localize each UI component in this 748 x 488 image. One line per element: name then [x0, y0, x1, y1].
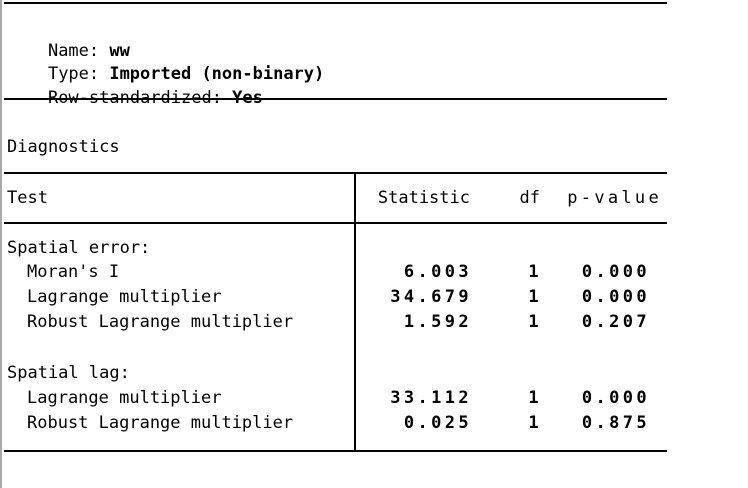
- df-value: 1: [528, 287, 542, 307]
- group-label-spatial-error: Spatial error:: [7, 238, 151, 258]
- df-value: 1: [528, 262, 542, 282]
- column-header-test: Test: [7, 188, 48, 208]
- df-value: 1: [528, 388, 542, 408]
- test-label: Lagrange multiplier: [27, 287, 222, 307]
- df-value: 1: [528, 312, 542, 332]
- p-value: 0.875: [581, 413, 650, 433]
- divider-column: [354, 172, 356, 452]
- divider-info-bottom: [4, 98, 667, 100]
- column-header-p-value: p-value: [567, 188, 662, 208]
- divider-header-bottom: [4, 222, 667, 224]
- p-value: 0.000: [581, 287, 650, 307]
- p-value: 0.000: [581, 262, 650, 282]
- matrix-type-line: Type: Imported (non-binary): [7, 38, 324, 110]
- test-label: Robust Lagrange multiplier: [27, 312, 294, 332]
- test-label: Moran's I: [27, 262, 120, 282]
- statistic-value: 0.025: [403, 413, 472, 433]
- statistic-value: 34.679: [390, 287, 472, 307]
- matrix-name-label: Name:: [47, 41, 100, 61]
- test-label: Lagrange multiplier: [27, 388, 222, 408]
- divider-table-bottom: [4, 450, 667, 452]
- column-header-df: df: [519, 188, 540, 208]
- row-standardized-value: Yes: [232, 88, 263, 108]
- statistic-value: 33.112: [390, 388, 472, 408]
- statistic-value: 6.003: [403, 262, 472, 282]
- divider-table-top: [4, 172, 667, 174]
- matrix-type-value: Imported (non-binary): [109, 64, 325, 84]
- matrix-name-line: Name: ww: [7, 15, 130, 87]
- section-title: Diagnostics: [7, 137, 120, 157]
- p-value: 0.000: [581, 388, 650, 408]
- p-value: 0.207: [581, 312, 650, 332]
- matrix-name-value: ww: [109, 41, 130, 61]
- column-header-statistic: Statistic: [377, 188, 470, 208]
- row-standardized-label: Row-standardized:: [47, 88, 222, 108]
- divider-top: [4, 2, 667, 4]
- statistic-value: 1.592: [403, 312, 472, 332]
- df-value: 1: [528, 413, 542, 433]
- group-label-spatial-lag: Spatial lag:: [7, 363, 130, 383]
- test-label: Robust Lagrange multiplier: [27, 413, 294, 433]
- row-standardized-line: Row-standardized: Yes: [7, 62, 263, 134]
- matrix-type-label: Type:: [47, 64, 100, 84]
